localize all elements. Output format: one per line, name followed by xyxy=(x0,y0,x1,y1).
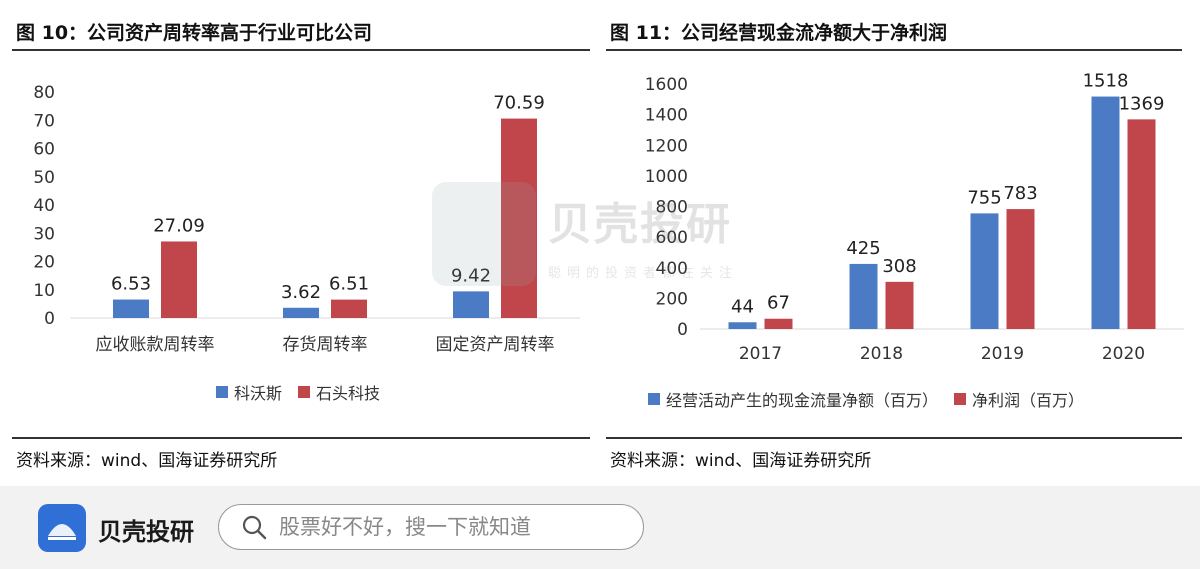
x-category-label: 固定资产周转率 xyxy=(436,335,555,355)
right-chart-title: 图 11：公司经营现金流净额大于净利润 xyxy=(610,22,948,44)
watermark-tagline: 聪明的投资者都在关注 xyxy=(548,265,739,281)
legend-swatch-blue xyxy=(216,386,228,398)
y-tick-label: 1400 xyxy=(645,106,688,126)
y-tick-label: 800 xyxy=(656,198,688,218)
bar xyxy=(113,299,149,318)
bar xyxy=(161,241,197,318)
legend-label: 石头科技 xyxy=(316,384,381,403)
left-source-note: 资料来源：wind、国海证券研究所 xyxy=(16,451,278,471)
y-tick-label: 10 xyxy=(33,281,55,301)
bar xyxy=(1127,119,1156,329)
y-tick-label: 0 xyxy=(677,320,688,340)
data-label: 1518 xyxy=(1083,71,1129,92)
data-label: 425 xyxy=(846,238,880,259)
legend-label: 科沃斯 xyxy=(234,384,283,403)
legend-swatch-red xyxy=(298,386,311,398)
x-category-label: 2017 xyxy=(739,344,782,364)
data-label: 44 xyxy=(731,296,754,317)
data-label: 6.51 xyxy=(329,274,369,295)
search-box[interactable] xyxy=(218,504,644,550)
left-chart-title: 图 10：公司资产周转率高于行业可比公司 xyxy=(16,22,373,44)
y-tick-label: 20 xyxy=(33,253,55,273)
search-input[interactable] xyxy=(277,514,641,540)
bar xyxy=(1091,96,1120,330)
bar xyxy=(331,299,367,318)
bar xyxy=(501,118,537,318)
legend-item-net-profit: 净利润（百万） xyxy=(954,387,1084,411)
legend-label: 净利润（百万） xyxy=(972,391,1085,410)
left-chart-legend: 科沃斯 石头科技 xyxy=(216,380,396,404)
y-tick-label: 1000 xyxy=(645,167,688,187)
bar xyxy=(453,291,489,318)
data-label: 755 xyxy=(967,187,1001,208)
legend-label: 经营活动产生的现金流量净额（百万） xyxy=(666,391,939,410)
bar xyxy=(764,318,793,329)
x-category-label: 应收账款周转率 xyxy=(96,335,215,355)
legend-swatch-red xyxy=(954,393,967,405)
bar xyxy=(885,281,914,329)
y-tick-label: 600 xyxy=(656,228,688,248)
bar xyxy=(283,307,319,318)
legend-swatch-blue xyxy=(648,393,660,405)
y-tick-label: 400 xyxy=(656,259,688,279)
data-label: 308 xyxy=(882,256,916,277)
y-tick-label: 80 xyxy=(33,83,55,103)
y-tick-label: 1600 xyxy=(645,75,688,95)
left-title-divider xyxy=(12,49,590,51)
right-source-note: 资料来源：wind、国海证券研究所 xyxy=(610,451,872,471)
bar xyxy=(849,263,878,329)
data-label: 27.09 xyxy=(153,215,205,236)
search-icon[interactable] xyxy=(241,514,267,540)
y-tick-label: 30 xyxy=(33,224,55,244)
x-category-label: 2019 xyxy=(981,344,1024,364)
right-chart-legend: 经营活动产生的现金流量净额（百万） 净利润（百万） xyxy=(648,387,1100,411)
y-tick-label: 1200 xyxy=(645,136,688,156)
bar xyxy=(1006,209,1035,329)
right-title-divider xyxy=(606,49,1182,51)
app-logo-icon[interactable] xyxy=(38,504,86,552)
left-bottom-divider xyxy=(12,437,590,439)
y-tick-label: 70 xyxy=(33,111,55,131)
y-tick-label: 200 xyxy=(656,289,688,309)
bar xyxy=(728,322,757,329)
data-label: 67 xyxy=(767,293,790,314)
data-label: 783 xyxy=(1003,183,1037,204)
legend-item-ecovacs: 科沃斯 xyxy=(216,380,282,404)
right-bar-chart: 0 200 400 600 800 1000 1200 1400 1600 44 67 2017 425… xyxy=(645,71,1184,364)
y-tick-label: 60 xyxy=(33,140,55,160)
data-label: 70.59 xyxy=(493,93,545,114)
legend-item-roborock: 石头科技 xyxy=(298,380,380,404)
y-tick-label: 50 xyxy=(33,168,55,188)
watermark-name: 贝壳投研 xyxy=(548,198,732,250)
left-bar-chart: 0 10 20 30 40 50 60 70 80 6.53 27.09 应收账款周转率 3.62 6.5… xyxy=(33,83,580,355)
y-tick-label: 40 xyxy=(33,196,55,216)
data-label: 6.53 xyxy=(111,274,151,295)
x-category-label: 存货周转率 xyxy=(283,335,368,355)
watermark: 贝壳投研 聪明的投资者都在关注 xyxy=(432,182,738,286)
right-bottom-divider xyxy=(606,437,1182,439)
legend-item-cashflow: 经营活动产生的现金流量净额（百万） xyxy=(648,387,938,411)
watermark-logo-icon xyxy=(432,182,536,286)
data-label: 3.62 xyxy=(281,282,321,303)
data-label: 1369 xyxy=(1119,93,1165,114)
bottom-bar: 贝壳投研 xyxy=(0,486,1200,569)
app-name[interactable]: 贝壳投研 xyxy=(98,518,194,546)
x-category-label: 2020 xyxy=(1102,344,1145,364)
bar xyxy=(970,213,999,329)
x-category-label: 2018 xyxy=(860,344,903,364)
y-tick-label: 0 xyxy=(44,309,55,329)
data-label: 9.42 xyxy=(451,265,491,286)
